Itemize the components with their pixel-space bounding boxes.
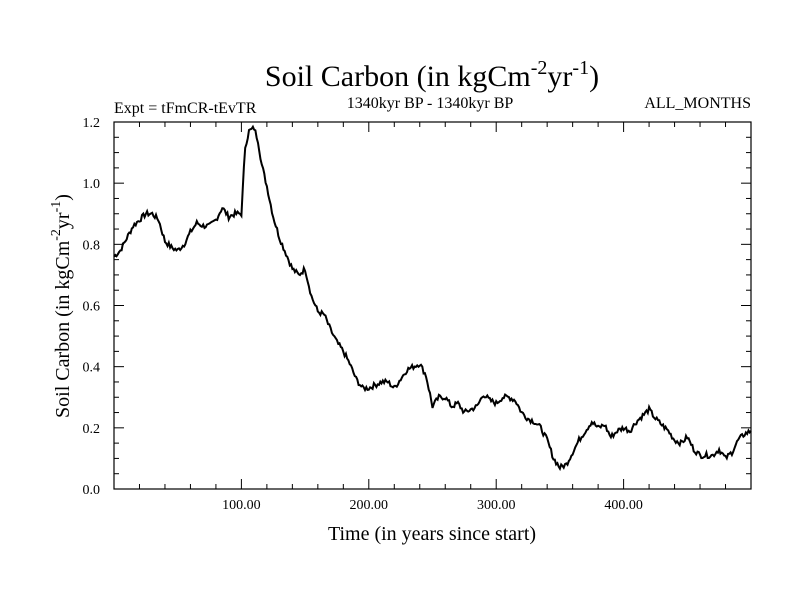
x-tick-label: 200.00	[350, 498, 389, 513]
y-tick-label: 0.0	[83, 483, 101, 498]
y-axis-label-mid: yr	[52, 212, 74, 229]
x-tick-label: 100.00	[222, 498, 261, 513]
x-axis-label: Time (in years since start)	[328, 523, 536, 545]
y-axis-label-main: Soil Carbon (in kgCm	[52, 240, 74, 418]
y-axis-label-close: )	[52, 194, 74, 201]
chart-title-mid: yr	[547, 60, 572, 93]
y-tick-label: 0.8	[83, 238, 101, 253]
y-axis-label: Soil Carbon (in kgCm-2yr-1)	[49, 194, 74, 418]
x-tick-labels: 100.00 200.00 300.00 400.00	[222, 498, 643, 513]
y-tick-label: 0.6	[83, 300, 101, 315]
chart-title-main: Soil Carbon (in kgCm	[265, 60, 531, 93]
experiment-note: Expt = tFmCR-tEvTR	[114, 100, 257, 117]
y-tick-label: 1.2	[83, 116, 101, 131]
y-axis-label-exp1: -2	[49, 229, 64, 241]
y-axis-label-exp2: -1	[49, 201, 64, 213]
plot-frame	[113, 121, 752, 490]
x-tick-label: 300.00	[477, 498, 516, 513]
soil-carbon-series-line	[113, 124, 752, 472]
y-tick-label: 1.0	[83, 177, 101, 192]
y-tick-label: 0.2	[83, 422, 101, 437]
chart-title-close: )	[589, 60, 599, 93]
y-tick-label: 0.4	[83, 361, 101, 376]
chart-title: Soil Carbon (in kgCm-2yr-1)	[265, 57, 599, 93]
chart-title-exp1: -2	[531, 57, 548, 79]
period-note: 1340kyr BP - 1340kyr BP	[347, 95, 514, 112]
chart-title-exp2: -1	[572, 57, 589, 79]
y-tick-labels: 0.0 0.2 0.4 0.6 0.8 1.0 1.2	[83, 116, 101, 498]
months-note: ALL_MONTHS	[644, 95, 751, 112]
x-tick-label: 400.00	[604, 498, 643, 513]
axis-ticks	[113, 121, 752, 490]
